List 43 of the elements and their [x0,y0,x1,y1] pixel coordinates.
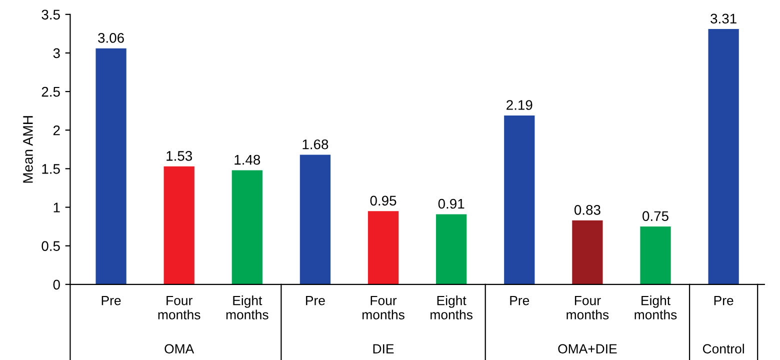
bar [640,226,671,284]
x-tick-label: Four months [362,296,404,320]
text: OMA [164,344,194,354]
bar [300,154,331,284]
x-tick-label: Eight months [634,296,677,320]
data-label: 3.06 [98,32,124,43]
text: OMA+DIE [558,344,617,354]
x-tick-label: Four months [566,296,609,320]
y-tick-label: 3.5 [42,10,60,20]
bar [368,211,399,284]
y-tick-label: 1.5 [42,164,60,174]
bar [708,29,739,284]
data-label: 0.83 [574,205,600,215]
bar [164,166,194,284]
x-tick-label: Pre [306,296,325,306]
data-label: 1.68 [302,139,328,150]
bar [232,170,262,284]
x-tick-label: Pre [102,296,121,306]
data-label: 1.48 [234,154,260,165]
text: Control [702,344,744,354]
bar [504,115,535,284]
bar [572,220,603,284]
text: DIE [373,344,394,354]
data-label: 0.75 [642,211,668,222]
y-tick-label: 0 [53,280,60,290]
x-tick-label: Pre [714,296,734,306]
data-label: 1.53 [166,151,192,161]
y-tick-label: 3 [53,48,60,58]
x-tick-label: Pre [510,296,530,306]
data-label: 0.91 [438,198,464,209]
y-tick-label: 0.5 [42,241,60,251]
x-tick-label: Four months [158,296,200,320]
x-tick-label: Eight months [226,296,268,320]
y-tick-label: 1 [54,202,60,212]
y-tick-label: 2.5 [42,86,60,97]
data-label: 3.31 [710,14,736,24]
bar [436,214,467,284]
data-label: 0.95 [370,196,396,206]
bar [96,48,126,284]
y-tick-label: 2 [53,125,60,136]
data-label: 2.19 [506,100,532,110]
y-axis-title: Mean AMH [23,116,33,183]
x-tick-label: Eight months [430,296,472,320]
